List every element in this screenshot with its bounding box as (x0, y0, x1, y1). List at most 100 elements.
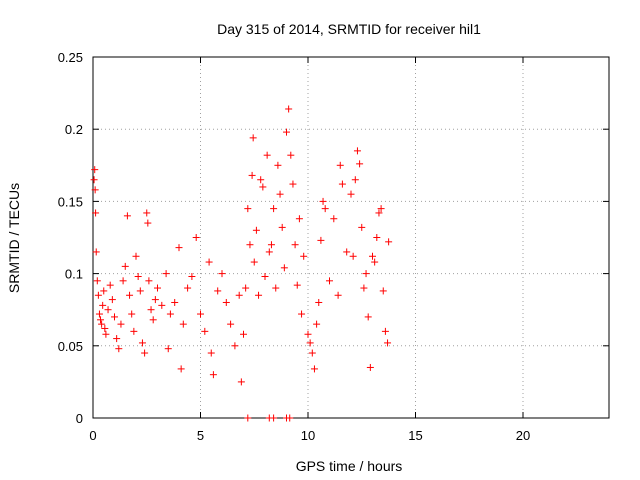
data-point (141, 349, 149, 357)
data-point (101, 324, 109, 332)
data-point (227, 320, 235, 328)
data-point (144, 219, 152, 227)
data-point (147, 306, 155, 314)
data-point (261, 272, 269, 280)
data-point (379, 287, 387, 295)
data-point (343, 248, 351, 256)
data-point (255, 291, 263, 299)
x-tick-label: 5 (197, 428, 204, 443)
data-point (90, 176, 98, 184)
data-point (300, 252, 308, 260)
data-point (249, 134, 257, 142)
data-point (151, 296, 159, 304)
data-point (369, 252, 376, 260)
data-point (111, 313, 118, 321)
data-point (113, 335, 121, 343)
data-point (272, 284, 280, 292)
data-point (330, 215, 338, 223)
data-point (197, 310, 204, 318)
data-point (171, 298, 179, 306)
y-tick-label: 0.1 (65, 267, 83, 282)
data-point (280, 264, 288, 272)
data-point (287, 151, 295, 159)
data-point (164, 345, 172, 353)
data-point (154, 284, 161, 292)
data-point (293, 281, 301, 289)
data-point (218, 270, 226, 278)
data-point (130, 327, 138, 335)
axis-ticks: 0 5 10 15 20 0 0.05 0.1 0.15 0.2 0.25 (58, 50, 609, 443)
data-point (259, 183, 267, 191)
data-point (304, 330, 312, 338)
data-point (126, 291, 134, 299)
data-point (285, 105, 293, 113)
data-point (242, 284, 250, 292)
data-point (192, 234, 200, 241)
data-point (377, 205, 385, 213)
x-tick-label: 15 (408, 428, 422, 443)
data-point (117, 320, 125, 328)
plot-area-frame (92, 56, 610, 419)
data-point (91, 186, 99, 194)
data-point (136, 287, 144, 295)
data-point (326, 277, 333, 285)
data-point (205, 258, 213, 266)
data-point (207, 349, 215, 357)
x-tick-label: 0 (89, 428, 96, 443)
data-point (384, 339, 392, 347)
data-point (99, 301, 107, 309)
data-point (310, 365, 318, 373)
data-point (353, 147, 361, 155)
data-point (371, 258, 379, 266)
data-point (214, 287, 222, 295)
data-point (283, 128, 290, 136)
data-point (317, 236, 325, 244)
data-point (231, 342, 239, 350)
data-point (179, 320, 187, 328)
chart-title: Day 315 of 2014, SRMTID for receiver hil… (217, 21, 481, 37)
data-point (321, 205, 329, 213)
data-point (166, 310, 174, 318)
data-point (104, 306, 112, 314)
data-point (356, 160, 364, 168)
data-point (175, 244, 183, 252)
data-point (121, 262, 129, 270)
data-point (98, 320, 106, 328)
data-point (252, 226, 260, 234)
data-point (336, 161, 344, 169)
data-point (319, 197, 327, 205)
data-point (235, 291, 243, 299)
data-point (149, 316, 157, 324)
data-point (315, 298, 323, 306)
data-point (123, 212, 131, 220)
data-point (108, 296, 116, 304)
data-point (94, 291, 102, 299)
data-point (138, 339, 146, 347)
grid (93, 57, 609, 418)
data-point (270, 205, 278, 213)
data-point (95, 310, 103, 318)
data-point (162, 270, 170, 278)
data-point (334, 291, 342, 299)
data-point (115, 345, 123, 353)
data-point (291, 241, 299, 249)
data-point (295, 215, 303, 223)
data-point (128, 310, 136, 318)
data-point (250, 258, 258, 266)
data-point (306, 339, 314, 347)
data-point (298, 310, 306, 318)
x-axis-label: GPS time / hours (296, 458, 403, 474)
y-tick-label: 0.25 (58, 50, 83, 65)
data-point (338, 180, 346, 188)
data-point (244, 205, 252, 213)
data-point (263, 151, 271, 159)
data-point (270, 414, 278, 422)
data-point (267, 241, 275, 249)
y-axis-label: SRMTID / TECUs (6, 183, 22, 293)
data-point (100, 287, 108, 295)
data-point (286, 414, 294, 422)
data-point (308, 349, 316, 357)
data-points (90, 105, 393, 422)
y-tick-label: 0.2 (65, 122, 83, 137)
